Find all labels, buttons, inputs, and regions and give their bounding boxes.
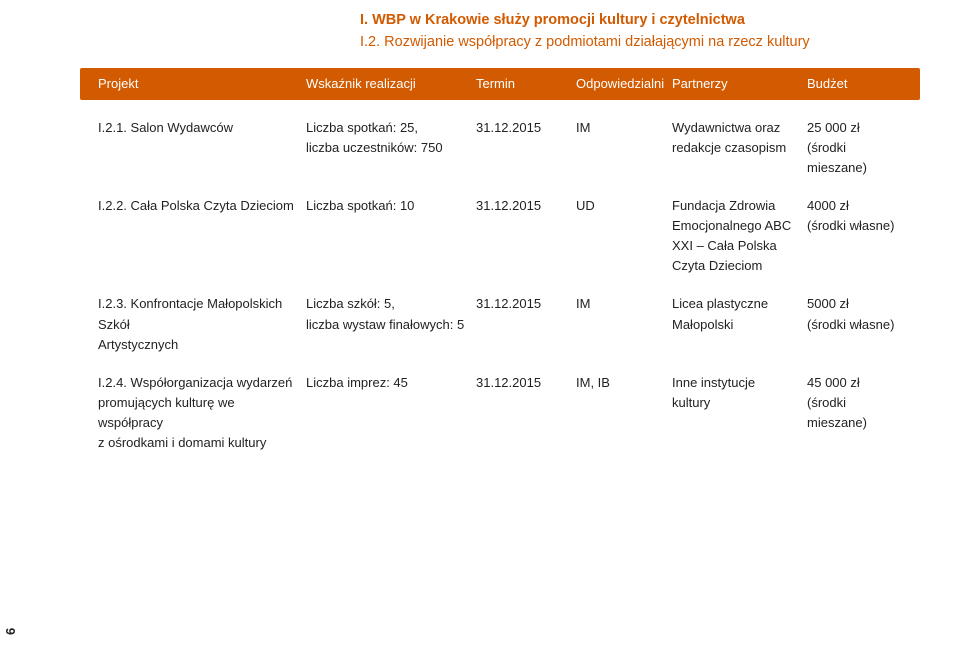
table-row: I.2.1. Salon Wydawców Liczba spotkań: 25… xyxy=(80,100,920,178)
col-header-budzet: Budżet xyxy=(807,76,908,91)
cell-wskaznik: Liczba spotkań: 10 xyxy=(306,196,476,277)
page-number: 6 xyxy=(3,628,18,635)
text-line: Fundacja Zdrowia xyxy=(672,196,797,216)
text-line: I.2.2. Cała Polska Czyta Dzieciom xyxy=(98,196,296,216)
col-header-wskaznik: Wskaźnik realizacji xyxy=(306,76,476,91)
cell-wskaznik: Liczba szkół: 5, liczba wystaw finałowyc… xyxy=(306,294,476,354)
table-row: I.2.3. Konfrontacje Małopolskich Szkół A… xyxy=(80,276,920,354)
text-line: z ośrodkami i domami kultury xyxy=(98,433,296,453)
text-line: (środki mieszane) xyxy=(807,393,898,433)
text-line: XXI – Cała Polska xyxy=(672,236,797,256)
text-line: (środki własne) xyxy=(807,315,898,335)
cell-projekt: I.2.2. Cała Polska Czyta Dzieciom xyxy=(98,196,306,277)
text-line: 45 000 zł xyxy=(807,373,898,393)
cell-budzet: 4000 zł (środki własne) xyxy=(807,196,908,277)
cell-odp: IM, IB xyxy=(576,373,672,454)
cell-wskaznik: Liczba spotkań: 25, liczba uczestników: … xyxy=(306,118,476,178)
table-row: I.2.2. Cała Polska Czyta Dzieciom Liczba… xyxy=(80,178,920,277)
text-line: Artystycznych xyxy=(98,335,296,355)
text-line: Emocjonalnego ABC xyxy=(672,216,797,236)
cell-termin: 31.12.2015 xyxy=(476,294,576,354)
section-heading-2: I.2. Rozwijanie współpracy z podmiotami … xyxy=(360,32,920,54)
cell-budzet: 5000 zł (środki własne) xyxy=(807,294,908,354)
cell-projekt: I.2.4. Współorganizacja wydarzeń promują… xyxy=(98,373,306,454)
text-line: kultury xyxy=(672,393,797,413)
table-header: Projekt Wskaźnik realizacji Termin Odpow… xyxy=(80,68,920,100)
cell-projekt: I.2.1. Salon Wydawców xyxy=(98,118,306,178)
col-header-projekt: Projekt xyxy=(98,76,306,91)
cell-termin: 31.12.2015 xyxy=(476,196,576,277)
text-line: liczba uczestników: 750 xyxy=(306,138,466,158)
col-header-termin: Termin xyxy=(476,76,576,91)
cell-odp: UD xyxy=(576,196,672,277)
text-line: 5000 zł xyxy=(807,294,898,314)
cell-partnerzy: Licea plastyczne Małopolski xyxy=(672,294,807,354)
text-line: Wydawnictwa oraz xyxy=(672,118,797,138)
text-line: Małopolski xyxy=(672,315,797,335)
text-line: Liczba imprez: 45 xyxy=(306,373,466,393)
cell-termin: 31.12.2015 xyxy=(476,373,576,454)
text-line: redakcje czasopism xyxy=(672,138,797,158)
section-heading-1: I. WBP w Krakowie służy promocji kultury… xyxy=(360,10,920,32)
text-line: Liczba spotkań: 10 xyxy=(306,196,466,216)
cell-projekt: I.2.3. Konfrontacje Małopolskich Szkół A… xyxy=(98,294,306,354)
cell-partnerzy: Inne instytucje kultury xyxy=(672,373,807,454)
text-line: I.2.1. Salon Wydawców xyxy=(98,118,296,138)
page: I. WBP w Krakowie służy promocji kultury… xyxy=(0,0,960,651)
text-line: Inne instytucje xyxy=(672,373,797,393)
text-line: 4000 zł xyxy=(807,196,898,216)
text-line: promujących kulturę we współpracy xyxy=(98,393,296,433)
cell-wskaznik: Liczba imprez: 45 xyxy=(306,373,476,454)
text-line: Licea plastyczne xyxy=(672,294,797,314)
text-line: (środki własne) xyxy=(807,216,898,236)
cell-budzet: 45 000 zł (środki mieszane) xyxy=(807,373,908,454)
text-line: Liczba szkół: 5, xyxy=(306,294,466,314)
cell-budzet: 25 000 zł (środki mieszane) xyxy=(807,118,908,178)
text-line: I.2.4. Współorganizacja wydarzeń xyxy=(98,373,296,393)
cell-termin: 31.12.2015 xyxy=(476,118,576,178)
text-line: Liczba spotkań: 25, xyxy=(306,118,466,138)
cell-odp: IM xyxy=(576,118,672,178)
text-line: Czyta Dzieciom xyxy=(672,256,797,276)
section-headings: I. WBP w Krakowie służy promocji kultury… xyxy=(360,10,920,54)
text-line: 25 000 zł xyxy=(807,118,898,138)
cell-partnerzy: Wydawnictwa oraz redakcje czasopism xyxy=(672,118,807,178)
col-header-odp: Odpowiedzialni xyxy=(576,76,672,91)
col-header-partnerzy: Partnerzy xyxy=(672,76,807,91)
text-line: I.2.3. Konfrontacje Małopolskich Szkół xyxy=(98,294,296,334)
text-line: liczba wystaw finałowych: 5 xyxy=(306,315,466,335)
cell-odp: IM xyxy=(576,294,672,354)
text-line: (środki mieszane) xyxy=(807,138,898,178)
table-row: I.2.4. Współorganizacja wydarzeń promują… xyxy=(80,355,920,454)
cell-partnerzy: Fundacja Zdrowia Emocjonalnego ABC XXI –… xyxy=(672,196,807,277)
